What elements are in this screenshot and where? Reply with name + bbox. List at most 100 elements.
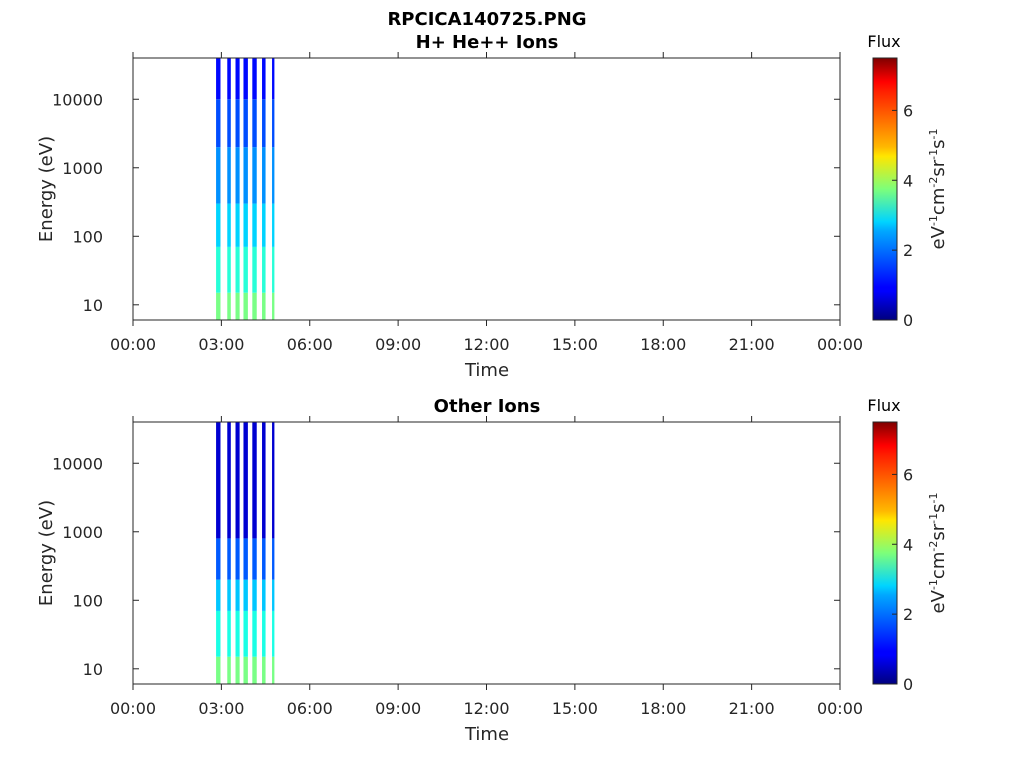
flux-cell <box>243 203 248 247</box>
colorbar <box>872 421 898 685</box>
colorbar-tick-label: 2 <box>903 241 913 260</box>
flux-cell <box>252 246 257 293</box>
flux-cell <box>235 246 240 293</box>
flux-cell <box>235 147 240 204</box>
y-tick-label: 100 <box>72 227 103 246</box>
flux-cell <box>272 656 275 684</box>
colorbar-tick-label: 6 <box>903 465 913 484</box>
x-tick-label: 03:00 <box>198 335 244 354</box>
flux-cell <box>235 656 240 684</box>
panel-hplus-heplus: H+ He++ Ions 00:00 03:00 06:00 09:00 12:00 15… <box>36 32 949 381</box>
flux-cell <box>252 99 257 148</box>
x-tick-label: 18:00 <box>640 335 686 354</box>
flux-cell <box>272 538 275 580</box>
x-axis-label: Time <box>464 724 509 745</box>
flux-cell <box>262 292 266 320</box>
y-axis-ticks: 10 100 1000 10000 <box>52 90 840 315</box>
x-tick-label: 00:00 <box>110 335 156 354</box>
y-axis-ticks: 10 100 1000 10000 <box>52 454 840 679</box>
panel-title: H+ He++ Ions <box>416 32 559 53</box>
flux-cell <box>227 147 231 204</box>
colorbar-title: Flux <box>867 32 900 51</box>
flux-cell <box>227 422 231 539</box>
flux-cell <box>227 538 231 580</box>
flux-cell <box>262 610 266 657</box>
colorbar-tick-label: 6 <box>903 101 913 120</box>
flux-cell <box>262 147 266 204</box>
flux-cell <box>235 579 240 611</box>
flux-cell <box>262 422 266 539</box>
flux-cell <box>243 610 248 657</box>
x-tick-label: 21:00 <box>729 699 775 718</box>
flux-cell <box>272 422 275 539</box>
flux-cell <box>235 292 240 320</box>
x-tick-label: 06:00 <box>287 699 333 718</box>
flux-cell <box>227 246 231 293</box>
x-tick-label: 12:00 <box>463 335 509 354</box>
x-tick-label: 00:00 <box>110 699 156 718</box>
colorbar-units-label: eV-1cm-2sr-1s-1 <box>927 129 949 250</box>
flux-cell <box>262 656 266 684</box>
flux-cell <box>216 292 221 320</box>
flux-cell <box>272 203 275 247</box>
flux-cell <box>216 99 221 148</box>
y-tick-label: 10000 <box>52 90 103 109</box>
flux-cell <box>235 610 240 657</box>
x-tick-label: 15:00 <box>552 699 598 718</box>
flux-cell <box>235 422 240 539</box>
flux-cell <box>252 292 257 320</box>
flux-cell <box>216 538 221 580</box>
flux-cell <box>272 246 275 293</box>
flux-cell <box>216 58 221 100</box>
x-tick-label: 09:00 <box>375 699 421 718</box>
flux-cell <box>243 246 248 293</box>
flux-cell <box>243 422 248 539</box>
colorbar-ticks: 0 2 4 6 <box>892 101 913 330</box>
y-tick-label: 100 <box>72 591 103 610</box>
x-axis-ticks: 00:00 03:00 06:00 09:00 12:00 15:00 18:00 21:00… <box>110 416 863 718</box>
flux-cell <box>235 538 240 580</box>
x-tick-label: 09:00 <box>375 335 421 354</box>
flux-cell <box>243 579 248 611</box>
flux-cell <box>243 99 248 148</box>
flux-cell <box>227 99 231 148</box>
flux-cell <box>272 58 275 100</box>
flux-cell <box>216 246 221 293</box>
x-axis-ticks: 00:00 03:00 06:00 09:00 12:00 15:00 18:00 21:00… <box>110 52 863 354</box>
flux-cell <box>262 58 266 100</box>
flux-cell <box>227 203 231 247</box>
x-tick-label: 12:00 <box>463 699 509 718</box>
flux-cell <box>252 422 257 539</box>
flux-cell <box>252 147 257 204</box>
y-tick-label: 1000 <box>62 523 103 542</box>
colorbar-units-label: eV-1cm-2sr-1s-1 <box>927 493 949 614</box>
flux-cell <box>216 422 221 539</box>
flux-cell <box>216 579 221 611</box>
flux-cell <box>252 579 257 611</box>
figure-title: RPCICA140725.PNG <box>387 9 586 30</box>
y-axis-label: Energy (eV) <box>36 136 57 242</box>
flux-cell <box>216 147 221 204</box>
flux-cell <box>235 99 240 148</box>
panel-other-ions: Other Ions 00:00 03:00 06:00 09:00 12:00 15:0… <box>36 396 949 745</box>
colorbar-title: Flux <box>867 396 900 415</box>
flux-cell <box>252 58 257 100</box>
flux-cell <box>252 538 257 580</box>
colorbar-tick-label: 0 <box>903 675 913 694</box>
colorbar <box>872 57 898 321</box>
y-axis-label: Energy (eV) <box>36 500 57 606</box>
panel-title: Other Ions <box>434 396 541 417</box>
flux-cell <box>243 147 248 204</box>
flux-cell <box>227 579 231 611</box>
y-tick-label: 1000 <box>62 159 103 178</box>
flux-cell <box>272 292 275 320</box>
colorbar-ticks: 0 2 4 6 <box>892 465 913 694</box>
colorbar-tick-label: 4 <box>903 535 913 554</box>
flux-cell <box>262 99 266 148</box>
flux-cell <box>243 292 248 320</box>
flux-cell <box>252 610 257 657</box>
flux-cell <box>227 656 231 684</box>
flux-cell <box>243 58 248 100</box>
x-tick-label: 06:00 <box>287 335 333 354</box>
